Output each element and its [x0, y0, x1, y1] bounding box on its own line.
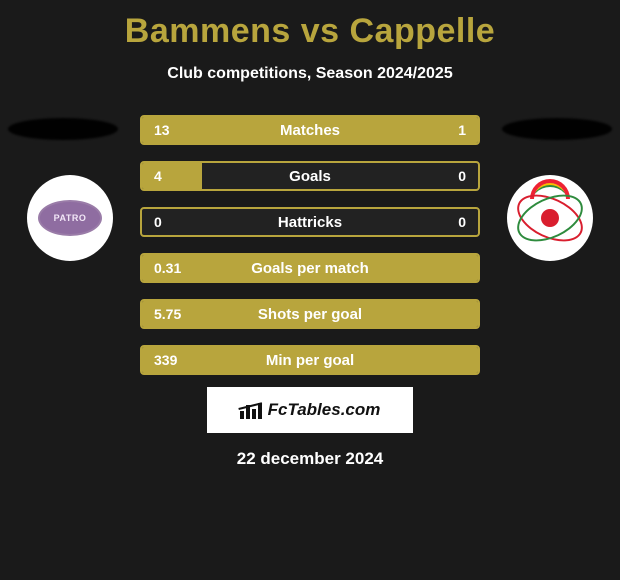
stat-right-value: 0 [458, 214, 466, 230]
team-badge-right [507, 175, 593, 261]
chart-bars-icon [240, 401, 262, 419]
shadow-ellipse-left [8, 118, 118, 140]
team-badge-left-label: PATRO [38, 200, 102, 236]
brand-box[interactable]: FcTables.com [207, 387, 413, 433]
stat-row: 0Hattricks0 [140, 207, 480, 237]
stat-right-value: 0 [458, 168, 466, 184]
comparison-card: Bammens vs Cappelle Club competitions, S… [0, 0, 620, 580]
stat-label: Goals [142, 168, 478, 185]
stat-row: 5.75Shots per goal [140, 299, 480, 329]
date-label: 22 december 2024 [0, 449, 620, 469]
stat-right-value: 1 [458, 122, 466, 138]
stat-label: Shots per goal [142, 306, 478, 323]
stat-row: 0.31Goals per match [140, 253, 480, 283]
stat-row: 339Min per goal [140, 345, 480, 375]
page-title: Bammens vs Cappelle [0, 12, 620, 51]
stat-label: Matches [142, 122, 478, 139]
ball-icon [541, 209, 559, 227]
stat-label: Goals per match [142, 260, 478, 277]
team-badge-left: PATRO [27, 175, 113, 261]
stats-table: 13Matches14Goals00Hattricks00.31Goals pe… [140, 115, 480, 391]
team-badge-right-logo [515, 183, 585, 253]
shadow-ellipse-right [502, 118, 612, 140]
stat-label: Hattricks [142, 214, 478, 231]
brand-text: FcTables.com [268, 400, 381, 420]
subtitle: Club competitions, Season 2024/2025 [0, 65, 620, 83]
mid-section: PATRO 13Matches14Goals00Hattricks00.31Go… [0, 115, 620, 375]
stat-row: 13Matches1 [140, 115, 480, 145]
stat-row: 4Goals0 [140, 161, 480, 191]
stat-label: Min per goal [142, 352, 478, 369]
